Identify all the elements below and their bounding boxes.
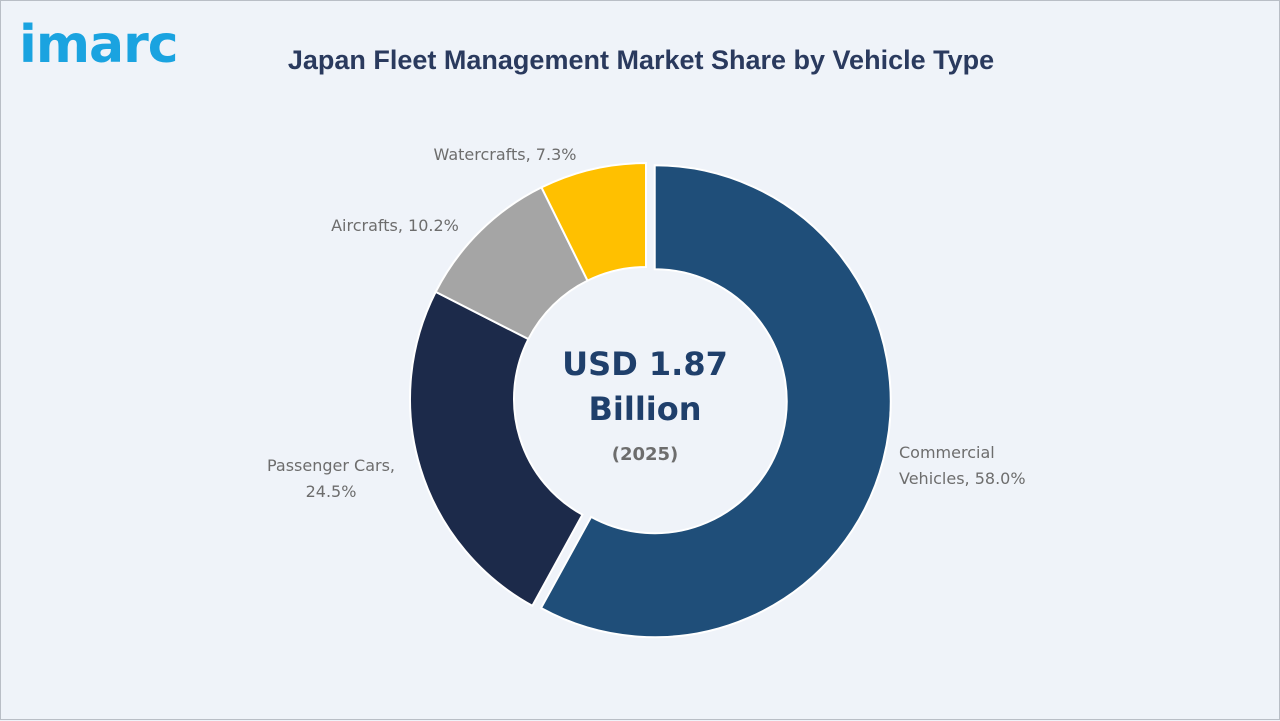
slice-label: Watercrafts, 7.3% — [434, 145, 577, 164]
donut-slice — [539, 164, 892, 639]
donut-slice — [540, 161, 647, 282]
chart-title: Japan Fleet Management Market Share by V… — [287, 45, 995, 75]
slice-label: Aircrafts, 10.2% — [331, 216, 459, 235]
center-value-line2: Billion — [588, 390, 701, 428]
imarc-logo: imarc — [19, 15, 179, 75]
slice-label: Commercial Vehicles, 58.0% — [899, 443, 1026, 488]
center-year: (2025) — [612, 444, 679, 465]
center-value-line1: USD 1.87 — [562, 345, 728, 383]
donut-slice — [409, 290, 584, 608]
slice-label: Passenger Cars, 24.5% — [267, 456, 395, 501]
